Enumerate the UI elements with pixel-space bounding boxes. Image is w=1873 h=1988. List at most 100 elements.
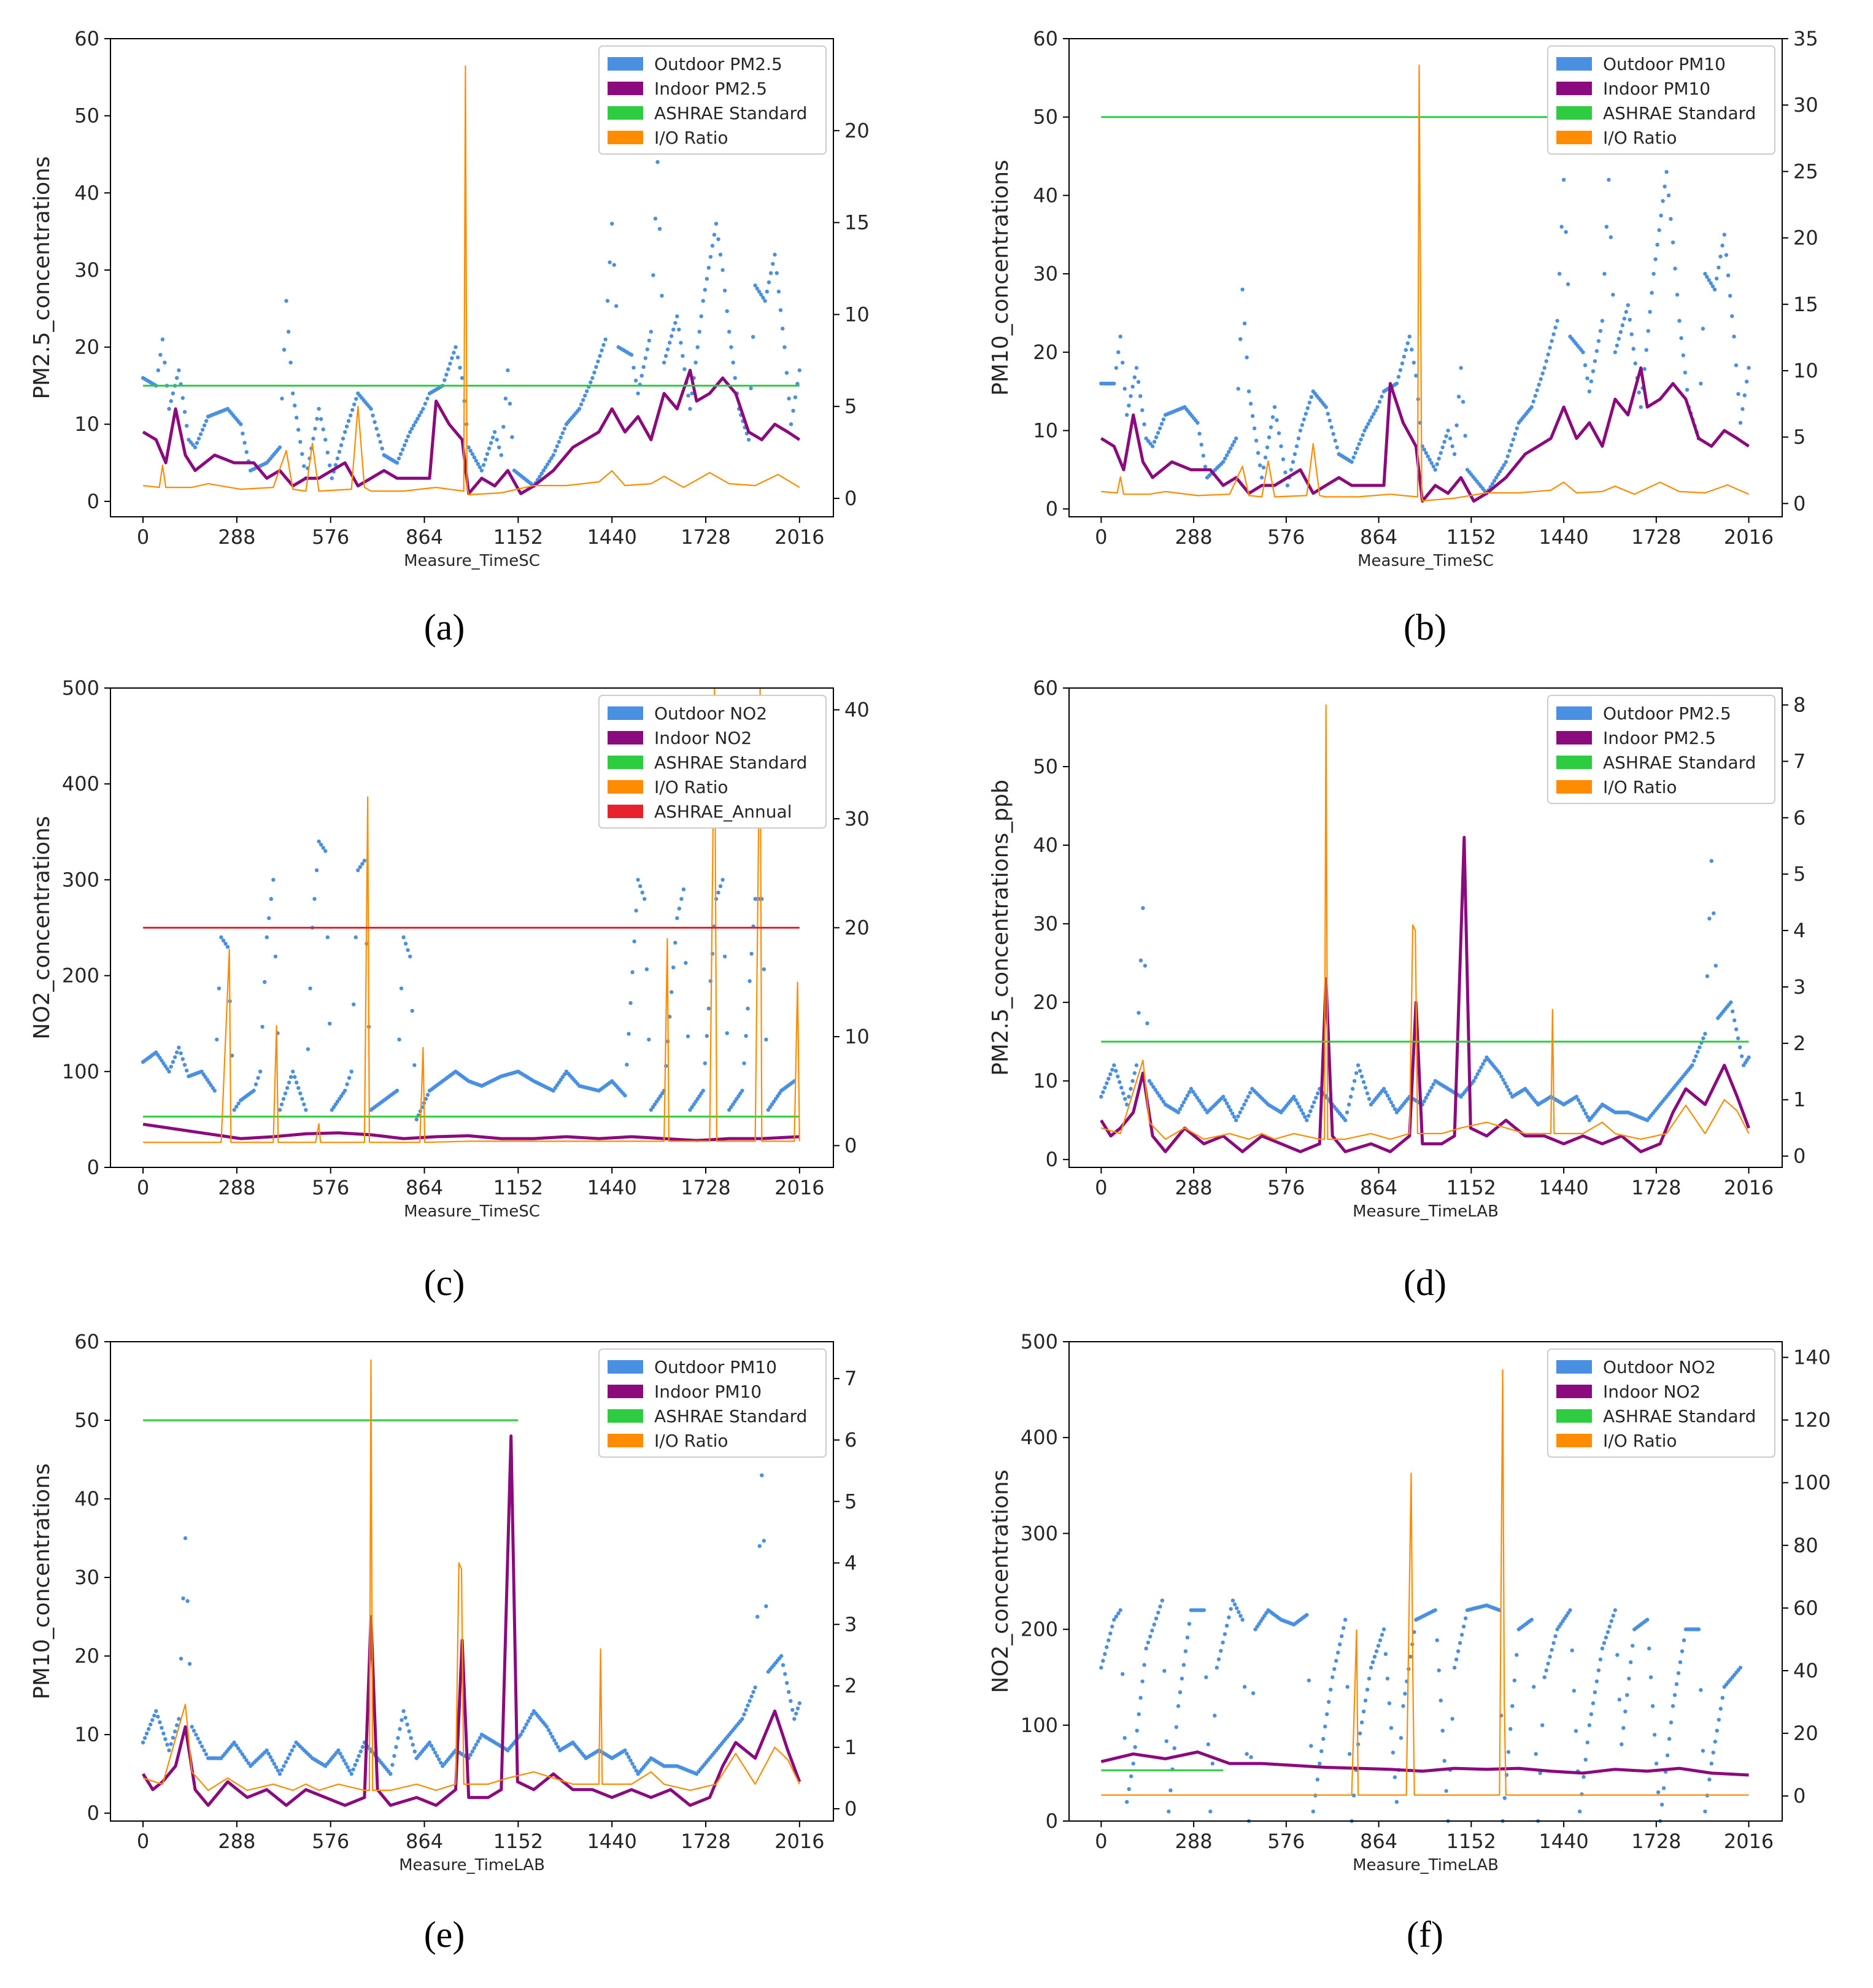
data-point [181,1596,185,1601]
data-point [273,954,278,959]
data-point [1644,348,1648,352]
series-ratio-line [142,1359,800,1791]
data-point [1616,336,1621,341]
data-point [369,406,373,411]
y-tick-label-left: 0 [87,1156,99,1179]
data-point [761,296,765,300]
data-point [722,954,727,959]
data-point [421,406,425,411]
data-point [346,1765,350,1769]
data-point [1437,456,1441,461]
data-point [1412,360,1416,365]
data-point [1431,1082,1435,1086]
data-point [1359,1074,1364,1079]
data-point [304,1108,308,1112]
data-point [1116,1074,1120,1079]
data-point [287,1080,292,1085]
data-point [378,439,382,444]
data-point [1583,1757,1588,1762]
y-tick-label-right: 15 [1793,293,1818,316]
data-point [1292,452,1297,456]
data-point [1347,1752,1352,1756]
data-point [347,1076,352,1080]
data-point [1529,405,1534,409]
data-point [699,1091,703,1096]
data-point [187,1661,192,1666]
data-point [632,939,636,944]
data-point [312,897,317,901]
data-point [763,299,767,303]
data-point [1440,445,1445,450]
data-point [335,456,340,461]
x-tick-label: 288 [218,1176,255,1199]
y-axis-label: PM10_concentrations [29,1463,55,1700]
data-point [460,376,465,380]
data-point [665,347,670,352]
data-point [1620,323,1624,328]
data-point [1437,1668,1441,1673]
data-point [141,1740,145,1745]
data-point [1654,1762,1659,1766]
x-tick-label: 288 [1175,525,1213,549]
data-point [349,413,353,418]
y-axis-label: NO2_concentrations [29,816,55,1039]
data-point [1254,438,1259,443]
data-point [1185,1635,1190,1640]
data-point [1272,405,1277,409]
data-point [1114,1069,1118,1073]
data-point [395,1088,400,1093]
data-point [1296,436,1301,441]
data-point [402,443,407,447]
data-point [319,842,323,847]
data-point [199,1069,204,1074]
data-point [175,1723,179,1727]
data-point [373,420,377,424]
data-point [269,897,273,901]
data-point [679,897,684,901]
data-point [1168,1788,1173,1793]
data-point [339,1094,344,1099]
data-point [1720,243,1724,248]
data-point [1473,1075,1478,1080]
data-point [1555,1627,1559,1631]
legend-label: Indoor PM10 [654,1382,762,1402]
data-point [1701,1749,1705,1753]
data-point [1363,1698,1368,1703]
data-point [1122,1736,1127,1740]
data-point [1683,370,1688,375]
data-point [510,435,514,439]
data-point [1292,1094,1296,1099]
data-point [1611,293,1615,297]
data-point [1747,1055,1751,1059]
data-point [1222,1632,1227,1636]
data-point [345,1082,349,1086]
legend-swatch-indoor [608,82,643,95]
data-point [179,1051,183,1056]
data-point [764,1037,768,1042]
data-point [232,1740,236,1745]
data-point [641,365,646,369]
data-point [1454,423,1459,428]
data-point [770,1102,774,1107]
data-point [1329,1687,1333,1692]
data-point [547,459,552,463]
data-point [342,430,347,434]
data-point [703,288,708,292]
data-point [673,940,678,945]
data-point [1203,465,1208,469]
data-point [1232,1602,1237,1607]
data-point [1403,1692,1407,1696]
data-point [1452,1665,1457,1670]
x-tick-label: 1152 [493,1830,543,1853]
x-tick-label: 864 [406,1176,443,1199]
data-point [427,1740,432,1745]
data-point [405,1722,409,1727]
data-point [283,1091,288,1096]
data-point [1463,1616,1468,1620]
y-tick-label-right: 8 [1793,694,1805,717]
data-point [1626,303,1630,307]
data-point [1576,1098,1581,1102]
data-point [1370,1660,1375,1665]
data-point [1235,1606,1239,1611]
y-tick-label-left: 30 [74,1566,99,1589]
